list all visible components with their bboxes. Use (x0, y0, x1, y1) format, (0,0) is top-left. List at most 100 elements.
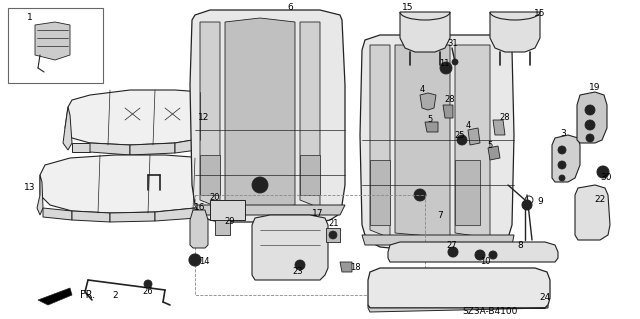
Text: 28: 28 (445, 95, 455, 105)
Polygon shape (552, 135, 580, 182)
Polygon shape (225, 18, 295, 210)
Circle shape (558, 161, 566, 169)
Text: 7: 7 (437, 211, 443, 219)
Polygon shape (210, 128, 238, 148)
Polygon shape (190, 210, 208, 248)
Polygon shape (40, 155, 235, 213)
Circle shape (522, 200, 532, 210)
Circle shape (457, 135, 467, 145)
Text: 12: 12 (198, 114, 210, 122)
Bar (195, 195, 425, 295)
Polygon shape (425, 122, 438, 132)
Circle shape (448, 247, 458, 257)
Circle shape (329, 231, 337, 239)
Text: 26: 26 (143, 287, 154, 296)
Polygon shape (360, 35, 514, 248)
Circle shape (440, 62, 452, 74)
Polygon shape (368, 268, 550, 308)
Circle shape (597, 166, 609, 178)
Text: 18: 18 (349, 263, 360, 272)
Polygon shape (43, 208, 72, 220)
Polygon shape (195, 205, 345, 215)
Polygon shape (175, 137, 212, 153)
Text: 20: 20 (210, 192, 220, 202)
Polygon shape (443, 105, 453, 118)
Text: 9: 9 (537, 197, 543, 206)
Polygon shape (488, 146, 500, 160)
Polygon shape (65, 90, 248, 145)
Polygon shape (130, 143, 175, 155)
Polygon shape (493, 120, 505, 135)
Circle shape (489, 251, 497, 259)
Circle shape (585, 105, 595, 115)
Bar (8, 8, 103, 83)
Circle shape (586, 134, 594, 142)
Polygon shape (200, 22, 220, 208)
Polygon shape (370, 45, 390, 238)
Text: 19: 19 (589, 84, 601, 93)
Polygon shape (300, 22, 320, 208)
Polygon shape (220, 188, 235, 210)
Text: 24: 24 (540, 293, 550, 302)
Polygon shape (577, 92, 607, 143)
Text: 15: 15 (534, 10, 546, 19)
Polygon shape (72, 211, 110, 222)
Text: 27: 27 (447, 241, 458, 249)
Text: 13: 13 (24, 183, 36, 192)
Circle shape (559, 175, 565, 181)
Polygon shape (210, 200, 245, 220)
Text: 15: 15 (403, 3, 413, 11)
Text: 2: 2 (112, 292, 118, 300)
Text: 6: 6 (287, 4, 293, 12)
Text: 10: 10 (480, 257, 490, 266)
Polygon shape (388, 242, 558, 262)
Text: 5: 5 (488, 140, 493, 150)
Text: 5: 5 (428, 115, 433, 124)
Polygon shape (340, 262, 352, 272)
Circle shape (252, 177, 268, 193)
Polygon shape (362, 235, 514, 245)
Text: 22: 22 (595, 196, 605, 204)
Text: 29: 29 (225, 218, 236, 226)
Text: 31: 31 (448, 39, 458, 48)
Text: 4: 4 (419, 85, 424, 94)
Polygon shape (368, 305, 548, 312)
Polygon shape (326, 228, 340, 242)
Text: 1: 1 (27, 12, 33, 21)
Circle shape (189, 254, 201, 266)
Text: 30: 30 (600, 174, 612, 182)
Polygon shape (300, 155, 320, 195)
Circle shape (295, 260, 305, 270)
Polygon shape (400, 12, 450, 52)
Polygon shape (215, 220, 230, 235)
Text: 4: 4 (465, 121, 470, 130)
Polygon shape (90, 143, 130, 155)
Polygon shape (420, 93, 436, 110)
Polygon shape (110, 212, 155, 222)
Polygon shape (252, 215, 328, 280)
Polygon shape (575, 185, 610, 240)
Text: 11: 11 (439, 58, 449, 68)
Text: 17: 17 (312, 209, 324, 218)
Circle shape (452, 59, 458, 65)
Text: 14: 14 (199, 257, 209, 266)
Polygon shape (370, 160, 390, 225)
Circle shape (558, 146, 566, 154)
Polygon shape (455, 45, 490, 238)
Text: 25: 25 (455, 130, 465, 139)
Polygon shape (490, 12, 540, 52)
Polygon shape (455, 160, 480, 225)
Polygon shape (155, 208, 197, 221)
Text: SZ3A-B4100: SZ3A-B4100 (462, 308, 518, 316)
Text: FR.: FR. (80, 290, 95, 300)
Text: 28: 28 (500, 114, 510, 122)
Polygon shape (395, 45, 450, 238)
Polygon shape (38, 288, 72, 305)
Text: 21: 21 (329, 219, 339, 228)
Polygon shape (190, 10, 345, 222)
Polygon shape (63, 107, 72, 150)
Polygon shape (235, 118, 248, 140)
Polygon shape (468, 128, 480, 145)
Text: 23: 23 (292, 268, 303, 277)
Polygon shape (37, 175, 43, 215)
